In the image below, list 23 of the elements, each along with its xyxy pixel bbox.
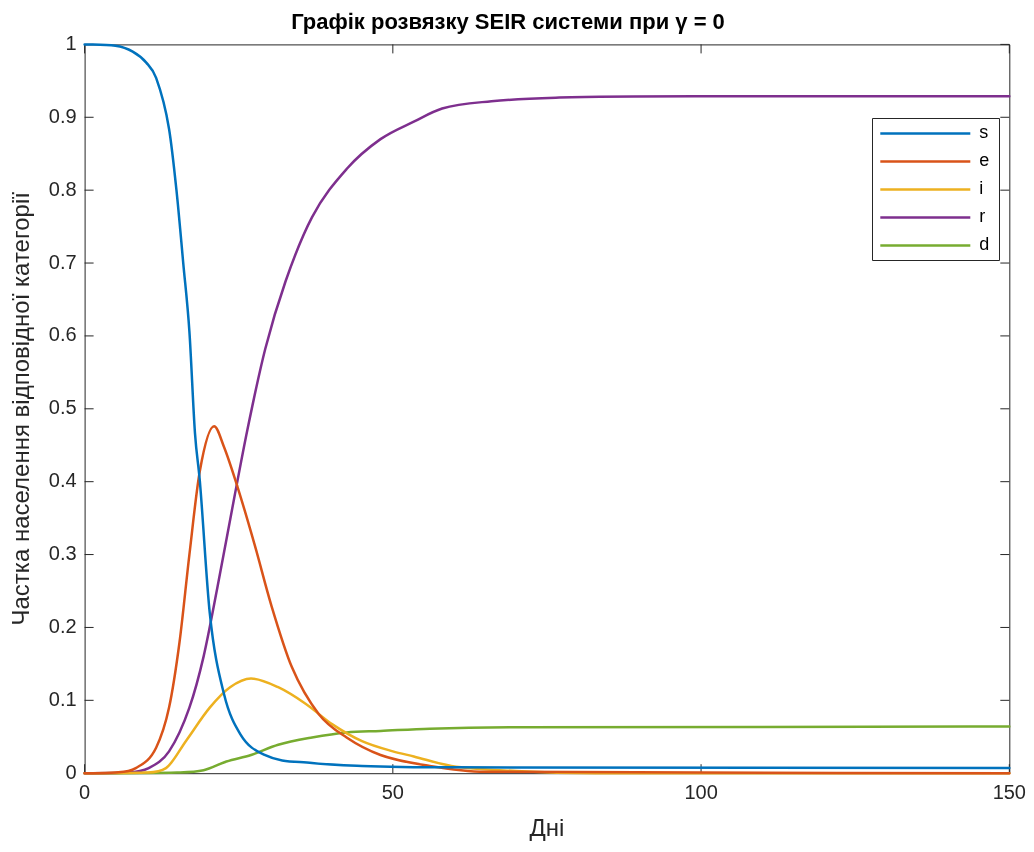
y-tick-label: 1: [65, 31, 77, 54]
y-tick-label: 0.3: [48, 542, 77, 565]
y-tick-label: 0.5: [48, 396, 77, 419]
y-axis-title: Частка населення відповідної категорії: [7, 191, 35, 626]
y-tick-label: 0.9: [48, 104, 77, 127]
legend-label: r: [979, 206, 986, 227]
x-tick-label: 100: [684, 780, 718, 803]
chart-title: Графік розвязку SEIR системи при γ = 0: [291, 9, 725, 35]
y-tick-label: 0.1: [48, 687, 77, 710]
legend-label: e: [979, 150, 990, 171]
x-axis-title: Дні: [529, 814, 565, 842]
legend-label: i: [979, 178, 984, 199]
y-tick-label: 0.2: [48, 614, 77, 637]
legend-label: s: [979, 122, 989, 143]
y-tick-label: 0.6: [48, 323, 77, 346]
x-tick-label: 150: [992, 780, 1026, 803]
legend-label: d: [979, 234, 990, 255]
x-tick-label: 0: [79, 780, 91, 803]
y-tick-label: 0.7: [48, 250, 77, 273]
y-tick-label: 0.4: [48, 469, 77, 492]
y-tick-label: 0.8: [48, 177, 77, 200]
x-tick-label: 50: [381, 780, 404, 803]
y-tick-label: 0: [65, 760, 77, 783]
